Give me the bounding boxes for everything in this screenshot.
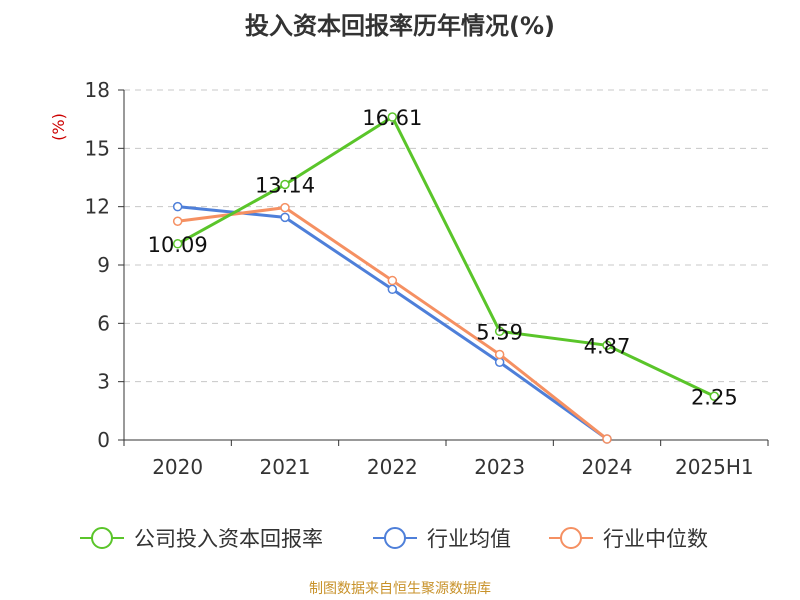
y-tick-label: 6 [97, 311, 110, 335]
x-tick-label: 2021 [260, 455, 311, 479]
data-point [280, 212, 290, 223]
legend-marker [560, 527, 582, 549]
data-point [387, 284, 398, 295]
data-point [280, 179, 290, 190]
y-axis-label: (%) [49, 113, 68, 141]
data-label: 10.09 [148, 233, 208, 257]
legend-label: 行业均值 [427, 527, 511, 551]
series-line [176, 115, 715, 398]
x-tick-label: 2020 [152, 455, 203, 479]
data-point [387, 275, 398, 286]
y-tick-label: 9 [97, 253, 110, 277]
data-label: 2.25 [691, 385, 738, 409]
data-point [494, 357, 505, 367]
chart-title: 投入资本回报率历年情况(%) [245, 12, 555, 40]
data-point [494, 326, 505, 337]
data-point [387, 112, 398, 122]
data-label: 13.14 [255, 174, 315, 198]
data-label: 16.61 [362, 106, 422, 130]
data-source-note: 制图数据来自恒生聚源数据库 [309, 581, 491, 597]
legend-label: 公司投入资本回报率 [134, 527, 323, 551]
x-tick-label: 2022 [367, 455, 418, 479]
data-point [172, 216, 183, 226]
legend-marker [384, 527, 406, 549]
x-tick-label: 2024 [582, 455, 633, 479]
y-tick-label: 15 [85, 136, 110, 160]
legend-label: 行业中位数 [603, 527, 708, 551]
y-tick-label: 0 [97, 428, 110, 452]
x-tick-label: 2025H1 [675, 455, 754, 479]
y-tick-label: 3 [97, 370, 110, 394]
y-tick-label: 18 [85, 78, 110, 102]
data-label: 5.59 [476, 320, 523, 344]
data-point [602, 434, 612, 444]
data-point [172, 201, 183, 212]
data-label: 4.87 [584, 334, 631, 358]
data-point [709, 391, 720, 401]
data-point [172, 239, 183, 249]
data-point [602, 340, 612, 351]
data-point [494, 349, 505, 360]
y-tick-label: 12 [85, 195, 110, 219]
data-point [280, 202, 290, 213]
legend-marker [91, 527, 113, 549]
x-tick-label: 2023 [474, 455, 525, 479]
